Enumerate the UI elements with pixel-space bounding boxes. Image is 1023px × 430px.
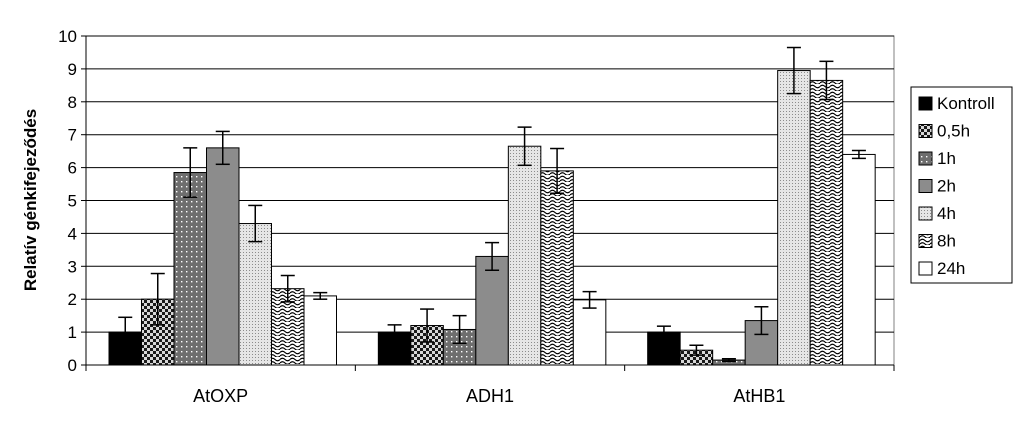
legend-swatch (918, 151, 933, 166)
x-category-labels: AtOXP ADH1 AtHB1 (193, 386, 785, 406)
bar-ADH1-24h (572, 299, 607, 366)
bar-AtHB1-4h (777, 70, 811, 366)
legend-label: 4h (937, 204, 956, 223)
legend-swatch (918, 96, 933, 111)
legend-swatch (918, 206, 933, 221)
y-tick-label: 8 (68, 93, 77, 112)
bar-ADH1-4h (507, 145, 542, 366)
bar-AtHB1-24h (842, 153, 876, 366)
error-bars-group (118, 46, 866, 363)
bar-AtOXP-2h (206, 147, 240, 366)
legend-swatch (918, 179, 933, 193)
x-category-label: ADH1 (466, 386, 514, 406)
legend-swatch (918, 261, 933, 276)
legend-label: 8h (937, 232, 956, 251)
legend-label: 24h (937, 259, 965, 278)
y-tick-label: 1 (68, 323, 77, 342)
legend-label: 1h (937, 149, 956, 168)
bar-AtOXP-1h (173, 172, 207, 366)
legend-label: 2h (937, 177, 956, 196)
y-tick-label: 4 (68, 224, 77, 243)
y-tick-labels: 0 1 2 3 4 5 6 7 8 9 10 (58, 27, 77, 375)
bar-AtOXP-24h (303, 295, 337, 366)
x-category-label: AtHB1 (733, 386, 785, 406)
y-tick-label: 5 (68, 192, 77, 211)
legend-swatch (918, 234, 933, 248)
legend-label: Kontroll (937, 94, 995, 113)
bar-AtOXP-4h (238, 223, 272, 366)
bar-ADH1-8h (540, 170, 574, 366)
y-tick-label: 0 (68, 356, 77, 375)
y-tick-label: 2 (68, 290, 77, 309)
bar-AtHB1-8h (809, 79, 844, 366)
y-tick-label: 6 (68, 159, 77, 178)
bar-ADH1-0,5h (410, 325, 444, 366)
legend-swatch (918, 124, 933, 138)
y-tick-label: 9 (68, 60, 77, 79)
x-category-label: AtOXP (193, 386, 248, 406)
y-tick-label: 10 (58, 27, 77, 46)
legend-label: 0,5h (937, 122, 970, 141)
y-tick-label: 3 (68, 257, 77, 276)
y-tick-label: 7 (68, 126, 77, 145)
legend: Kontroll 0,5h 1h 2h 4h 8h 24h (910, 86, 1013, 284)
y-axis-label: Relatív génkifejeződés (21, 109, 40, 291)
bar-ADH1-2h (475, 255, 509, 366)
axes-group (81, 35, 895, 371)
